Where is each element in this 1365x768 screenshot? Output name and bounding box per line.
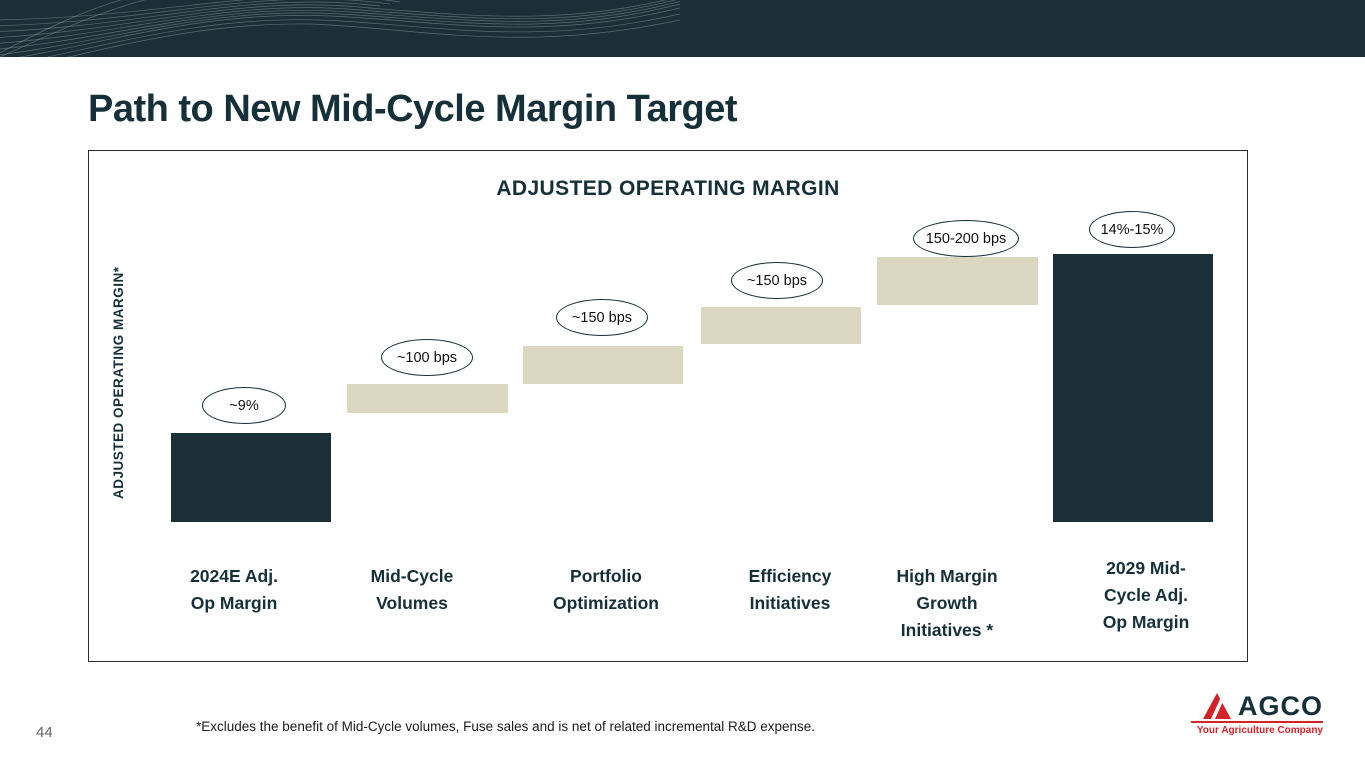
category-label: Mid-Cycle Volumes — [370, 566, 454, 613]
y-axis-label: ADJUSTED OPERATING MARGIN* — [111, 266, 126, 500]
logo-divider — [1191, 721, 1323, 723]
page-number: 44 — [36, 724, 53, 741]
agco-emblem-icon — [1203, 693, 1231, 719]
category-label: Portfolio Optimization — [553, 566, 659, 613]
page-title: Path to New Mid-Cycle Margin Target — [88, 88, 737, 130]
waterfall-bar-2029 — [1053, 254, 1213, 522]
chart-title: ADJUSTED OPERATING MARGIN — [496, 177, 840, 200]
value-bubble: 14%-15% — [1089, 211, 1175, 248]
waterfall-bar-mid-cycle-volumes — [347, 384, 508, 413]
waterfall-bar-high-margin-growth — [877, 257, 1038, 305]
value-bubble: ~150 bps — [556, 299, 648, 336]
category-label: High Margin Growth Initiatives * — [896, 566, 998, 640]
footnote: *Excludes the benefit of Mid-Cycle volum… — [196, 719, 816, 734]
header-band — [0, 0, 1365, 57]
waterfall-bar-2024e — [171, 433, 331, 522]
value-bubble: 150-200 bps — [913, 220, 1019, 257]
waterfall-chart: ADJUSTED OPERATING MARGIN ADJUSTED OPERA… — [88, 150, 1248, 662]
wave-pattern-decoration — [0, 0, 680, 57]
agco-logo: AGCO Your Agriculture Company — [1191, 690, 1323, 736]
value-bubble: ~150 bps — [731, 262, 823, 299]
agco-wordmark: AGCO — [1238, 691, 1323, 721]
waterfall-bar-portfolio-optimization — [523, 346, 683, 384]
value-bubble: ~100 bps — [381, 339, 473, 376]
agco-tagline: Your Agriculture Company — [1196, 725, 1323, 736]
waterfall-bar-efficiency-initiatives — [701, 307, 861, 344]
category-label: 2029 Mid- Cycle Adj. Op Margin — [1102, 558, 1190, 632]
category-label: Efficiency Initiatives — [748, 566, 832, 613]
value-bubble: ~9% — [202, 387, 286, 424]
category-label: 2024E Adj. Op Margin — [190, 566, 278, 613]
